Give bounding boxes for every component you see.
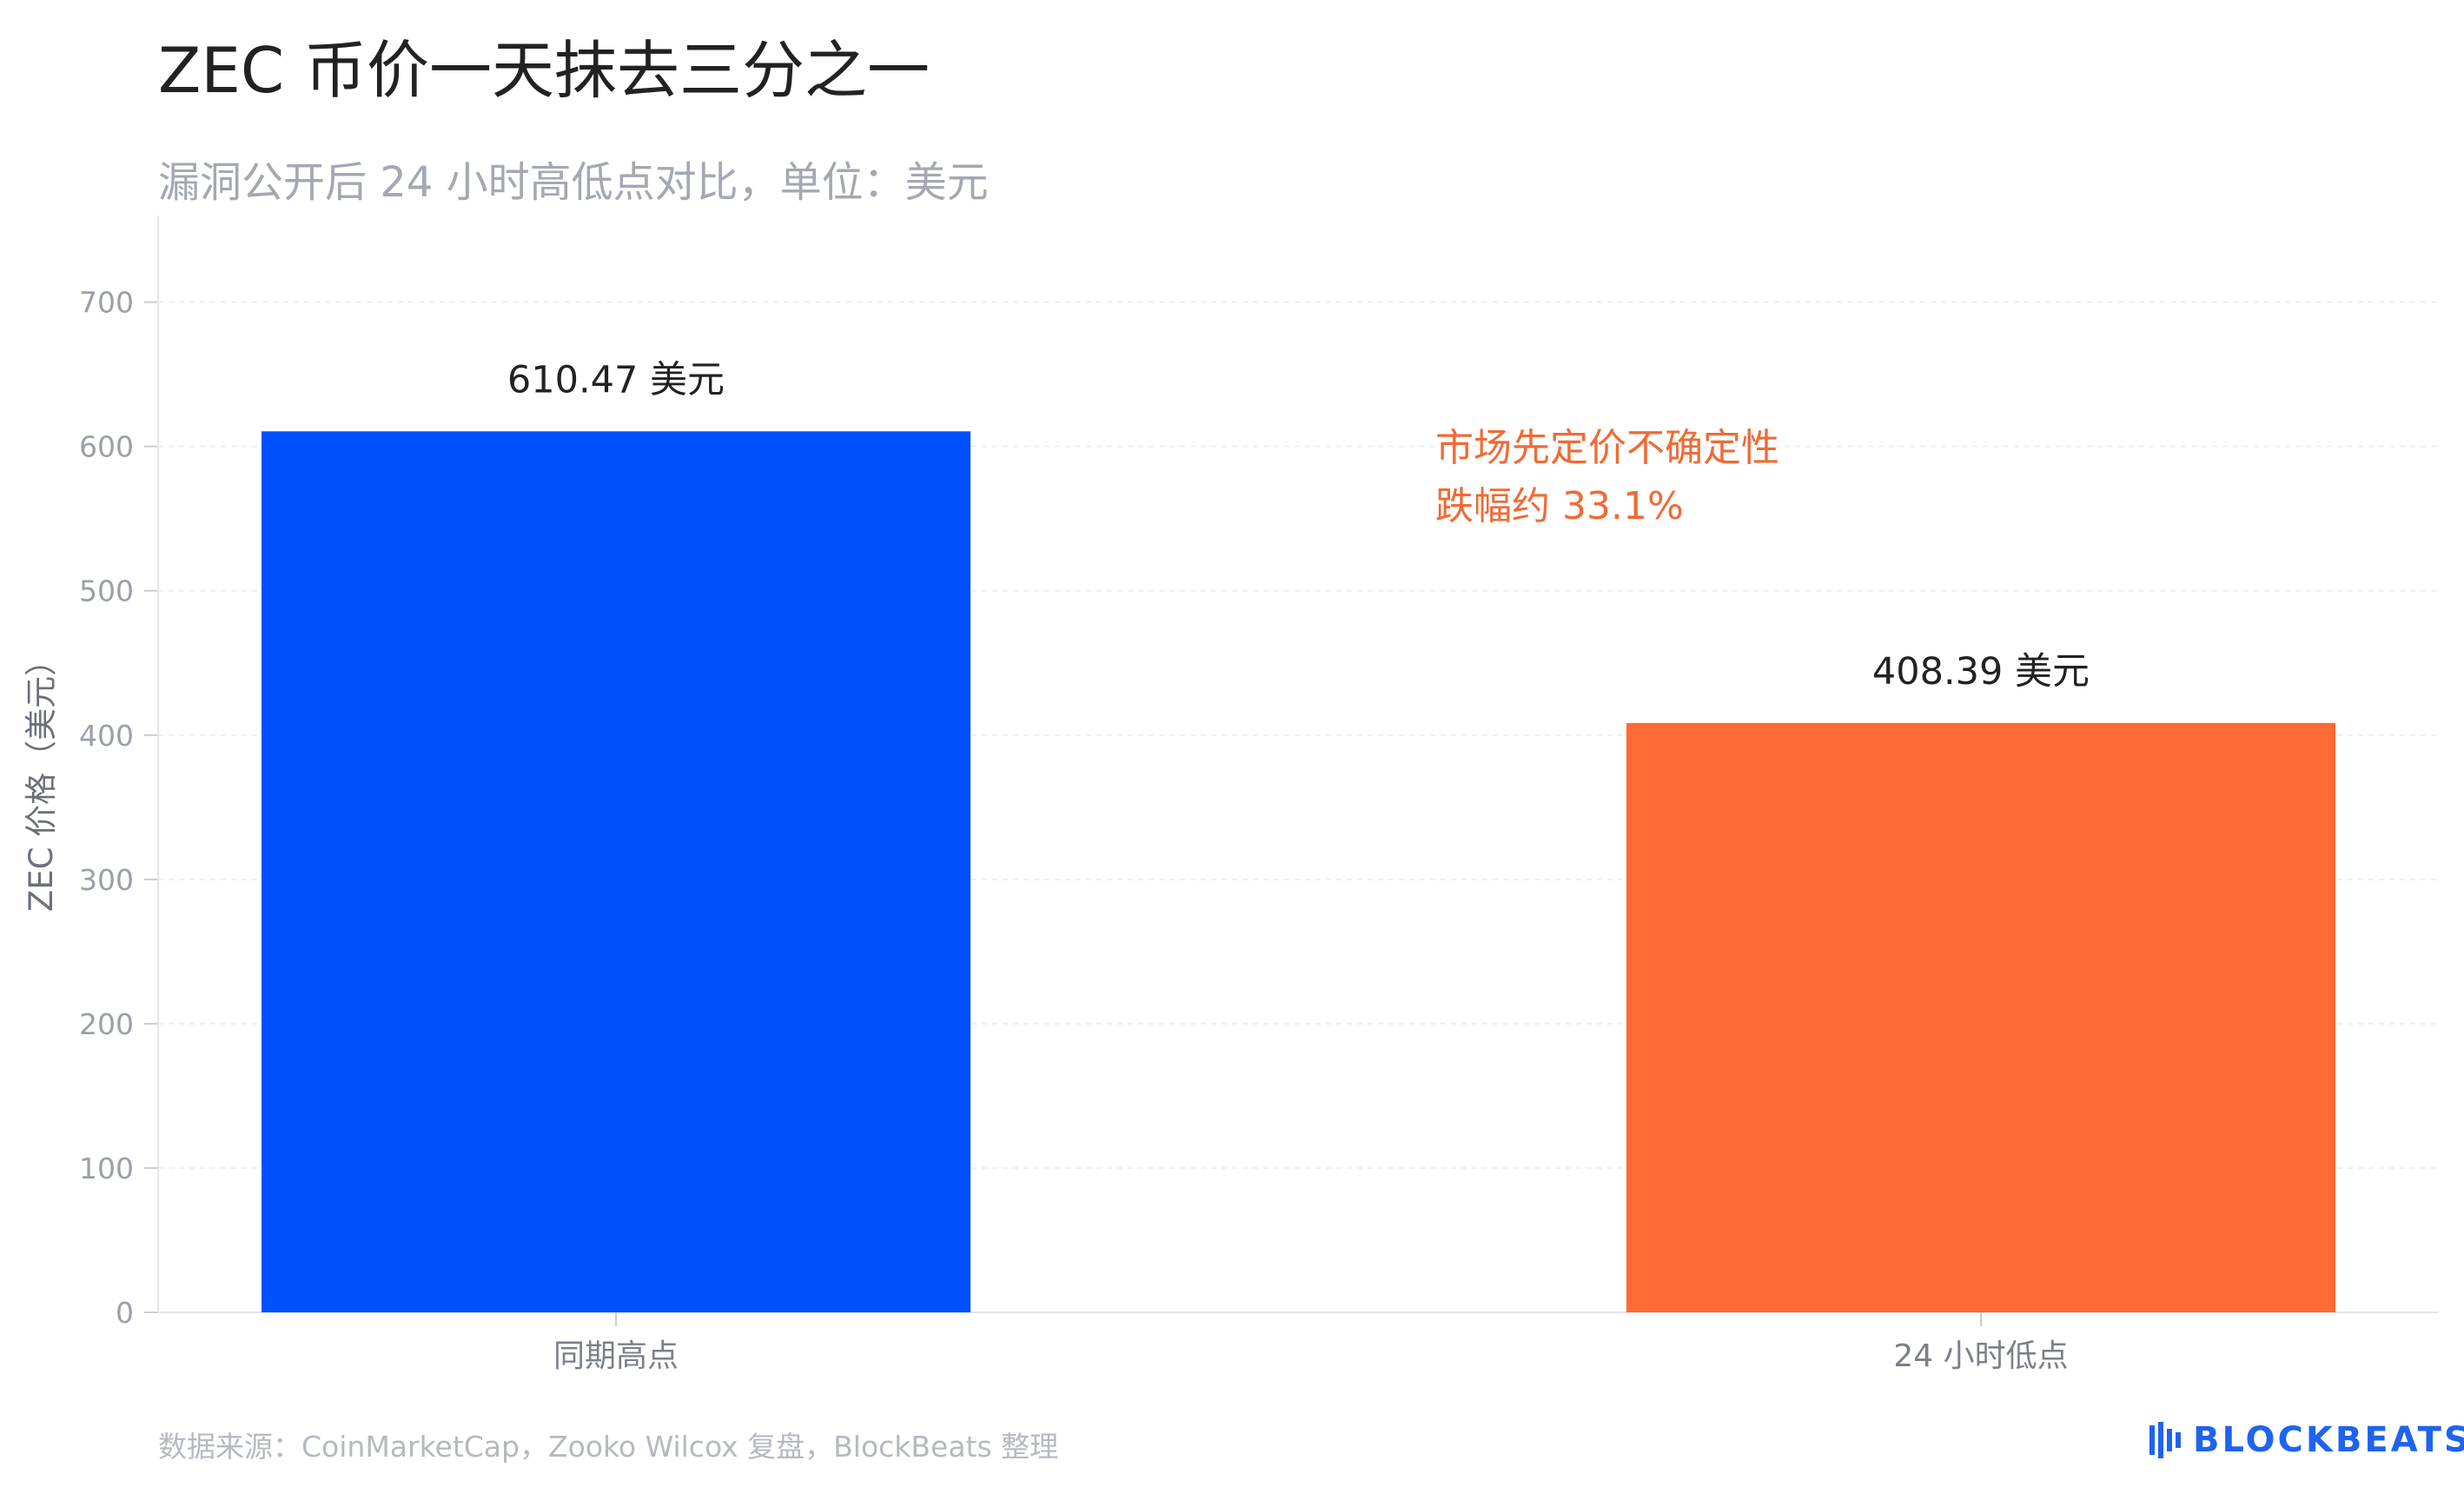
y-tick-label-0: 0 bbox=[116, 1296, 134, 1330]
y-tick-label-100: 100 bbox=[79, 1152, 134, 1185]
bar-value-label-2: 408.39 美元 bbox=[1872, 650, 2090, 694]
y-tick-label-400: 400 bbox=[79, 719, 134, 753]
y-tick-label-500: 500 bbox=[79, 574, 134, 608]
x-category-label-2: 24 小时低点 bbox=[1893, 1338, 2068, 1373]
brand-logo: BLOCKBEATS bbox=[2149, 1418, 2464, 1462]
bars bbox=[262, 431, 2335, 1313]
bar-value-label-1: 610.47 美元 bbox=[507, 358, 725, 402]
blockbeats-logo-icon bbox=[2149, 1422, 2181, 1458]
y-axis-label: ZEC 价格（美元） bbox=[23, 644, 60, 912]
y-tick-label-600: 600 bbox=[79, 430, 134, 464]
chart-subtitle: 漏洞公开后 24 小时高低点对比，单位：美元 bbox=[158, 158, 989, 207]
bar-2 bbox=[1626, 722, 2335, 1312]
chart-title: ZEC 币价一天抹去三分之一 bbox=[158, 34, 930, 107]
y-tick-label-200: 200 bbox=[79, 1007, 134, 1041]
annotation-line-2: 跌幅约 33.1% bbox=[1435, 484, 1684, 528]
y-tick-label-700: 700 bbox=[79, 286, 134, 320]
brand-name: BLOCKBEATS bbox=[2193, 1420, 2464, 1460]
data-source-note: 数据来源：CoinMarketCap，Zooko Wilcox 复盘，Block… bbox=[158, 1430, 1059, 1464]
annotation-line-1: 市场先定价不确定性 bbox=[1435, 426, 1779, 470]
bar-1 bbox=[262, 431, 970, 1313]
y-tick-label-300: 300 bbox=[79, 863, 134, 897]
x-category-label-1: 同期高点 bbox=[553, 1338, 679, 1373]
